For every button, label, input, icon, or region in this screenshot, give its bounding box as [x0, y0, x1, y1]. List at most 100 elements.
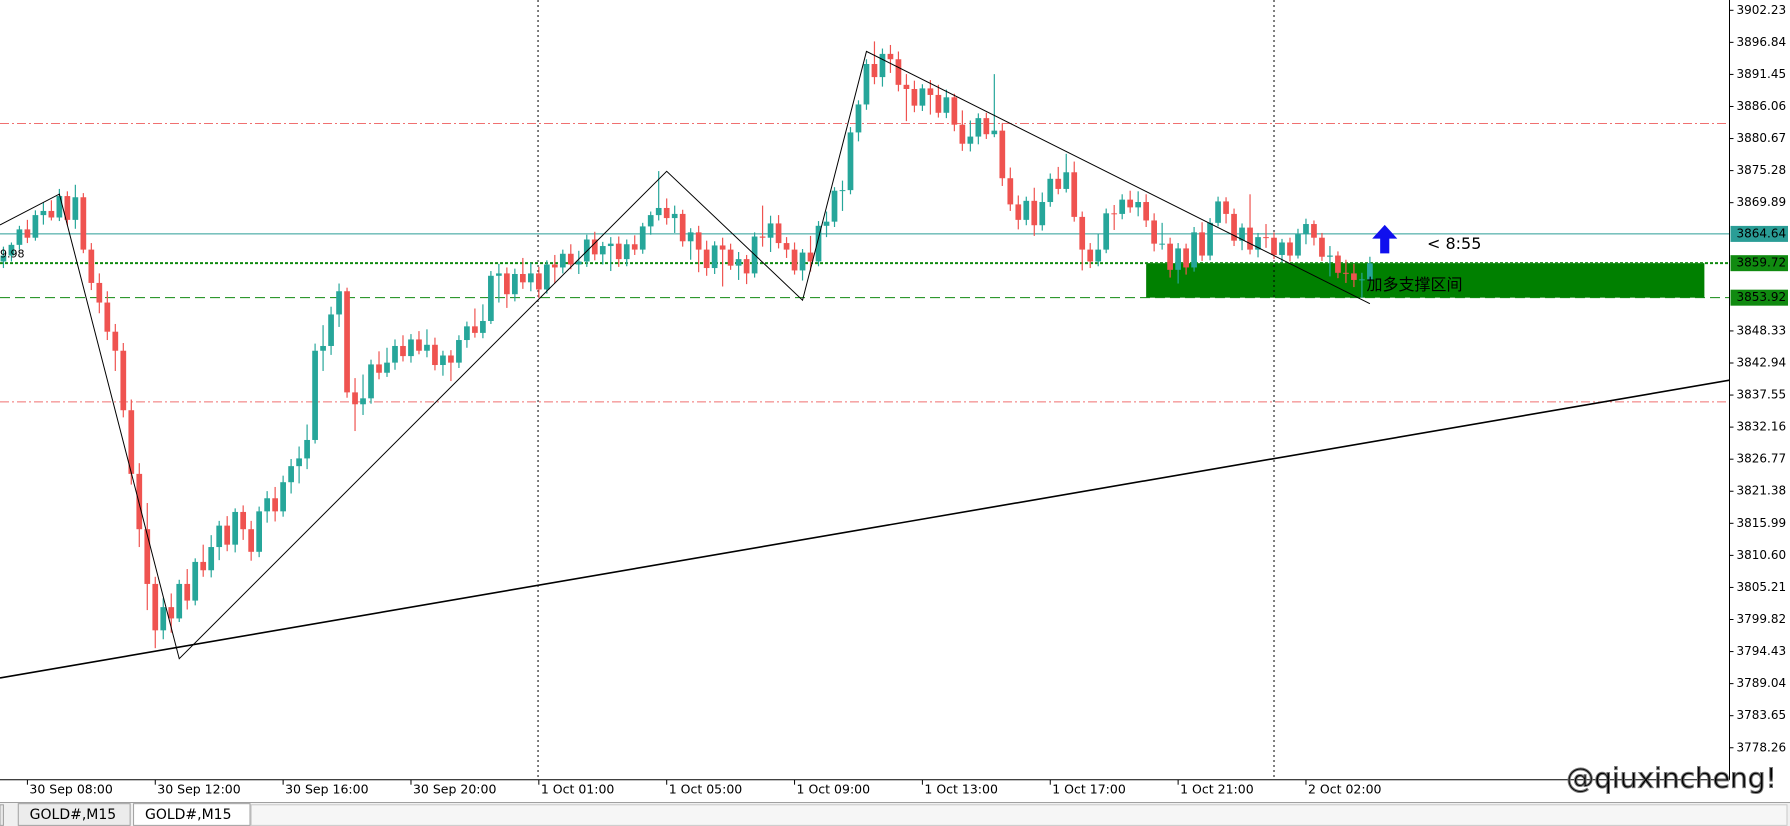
- candle-body: [264, 498, 270, 512]
- candle-body: [1111, 213, 1118, 215]
- candle-body: [80, 197, 87, 250]
- candle-body: [96, 282, 103, 303]
- candle-body: [256, 511, 263, 552]
- x-tick-label: 1 Oct 09:00: [797, 781, 871, 796]
- candle-body: [847, 132, 854, 191]
- candle-body: [24, 229, 31, 238]
- price-tag: [1730, 289, 1788, 306]
- candle-body: [1127, 199, 1134, 208]
- candle-body: [384, 362, 390, 373]
- y-tick-label: 3869.89: [1736, 195, 1786, 209]
- candle-body: [1303, 224, 1309, 235]
- candle-body: [480, 320, 486, 333]
- candle-body: [1063, 172, 1070, 189]
- candle-body: [911, 88, 918, 106]
- y-tick-label: 3902.23: [1736, 3, 1786, 17]
- candle-body: [376, 364, 382, 373]
- candle-body: [543, 264, 550, 290]
- candle-body: [1087, 249, 1094, 262]
- candle-body: [408, 339, 414, 357]
- candle-body: [783, 243, 790, 250]
- candle-body: [567, 253, 574, 265]
- tab-stub: [0, 804, 4, 826]
- y-tick-label: 3794.43: [1736, 644, 1786, 658]
- candle-body: [488, 275, 494, 321]
- candle-body: [519, 273, 526, 283]
- candle-body: [1167, 243, 1173, 270]
- y-tick-label: 3875.28: [1736, 163, 1786, 177]
- candle-body: [1295, 234, 1301, 256]
- candle-body: [551, 264, 558, 268]
- candle-body: [999, 130, 1006, 179]
- candle-body: [1071, 172, 1078, 217]
- candle-body: [448, 355, 454, 363]
- candle-body: [607, 243, 614, 247]
- candle-body: [1247, 227, 1253, 250]
- y-tick-label: 3815.99: [1736, 516, 1786, 530]
- candle-body: [743, 259, 750, 274]
- candle-body: [703, 249, 710, 269]
- candle-body: [775, 223, 782, 244]
- candle-body: [392, 345, 398, 363]
- trendline: [0, 379, 1730, 679]
- y-tick-label: 3837.55: [1736, 388, 1786, 402]
- candle-body: [1319, 237, 1325, 257]
- price-tag-label: 3864.64: [1736, 226, 1786, 240]
- countdown: < 8:55: [1427, 234, 1481, 253]
- left-price-label: 9.98: [0, 248, 25, 261]
- candle-body: [863, 64, 870, 105]
- candle-body: [903, 84, 910, 89]
- candle-body: [1103, 213, 1110, 250]
- candle-body: [16, 229, 23, 245]
- zigzag-line: [0, 50, 1371, 660]
- candle-body: [1351, 273, 1357, 280]
- candle-body: [232, 511, 239, 545]
- candle-body: [1119, 199, 1126, 214]
- candle-body: [647, 215, 654, 227]
- symbol-tab-label: GOLD#,M15: [145, 807, 232, 823]
- symbol-tab[interactable]: [133, 803, 251, 826]
- candle-body: [1239, 227, 1245, 241]
- candle-body: [887, 53, 894, 60]
- x-tick-label: 1 Oct 21:00: [1180, 781, 1254, 796]
- candle-body: [823, 221, 830, 226]
- candle-body: [56, 196, 63, 218]
- symbol-tab[interactable]: [17, 803, 131, 826]
- candle-body: [735, 259, 742, 266]
- candle-body: [336, 291, 342, 315]
- candle-body: [136, 473, 143, 530]
- zone-label: 加多支撑区间: [1366, 275, 1462, 294]
- candle-body: [559, 253, 566, 268]
- y-tick-label: 3842.94: [1736, 355, 1786, 369]
- x-tick-label: 1 Oct 13:00: [924, 781, 998, 796]
- candle-body: [959, 124, 966, 144]
- y-tick-label: 3880.67: [1736, 131, 1786, 145]
- candle-body: [1311, 224, 1317, 238]
- candle-body: [400, 345, 406, 357]
- x-tick-label: 1 Oct 17:00: [1052, 781, 1126, 796]
- candle-body: [975, 118, 982, 137]
- candle-body: [208, 547, 215, 571]
- candle-body: [152, 583, 159, 631]
- candle-body: [807, 252, 814, 262]
- candle-body: [512, 273, 518, 295]
- candle-body: [328, 314, 334, 346]
- candle-body: [8, 244, 15, 256]
- candle-body: [64, 196, 71, 220]
- candle-body: [72, 197, 79, 220]
- candle-body: [168, 607, 175, 619]
- candle-body: [927, 88, 934, 95]
- candle-body: [1199, 232, 1205, 256]
- candle-body: [120, 350, 127, 411]
- candle-body: [248, 529, 255, 552]
- price-tag-label: 3859.72: [1736, 256, 1786, 270]
- candle-body: [424, 344, 430, 351]
- candle-body: [1191, 232, 1197, 268]
- candle-body: [104, 302, 111, 332]
- y-tick-label: 3832.16: [1736, 420, 1786, 434]
- y-tick-label: 3778.26: [1736, 740, 1786, 754]
- candle-body: [1159, 243, 1165, 245]
- candle-body: [432, 344, 438, 366]
- candle-body: [1095, 249, 1102, 262]
